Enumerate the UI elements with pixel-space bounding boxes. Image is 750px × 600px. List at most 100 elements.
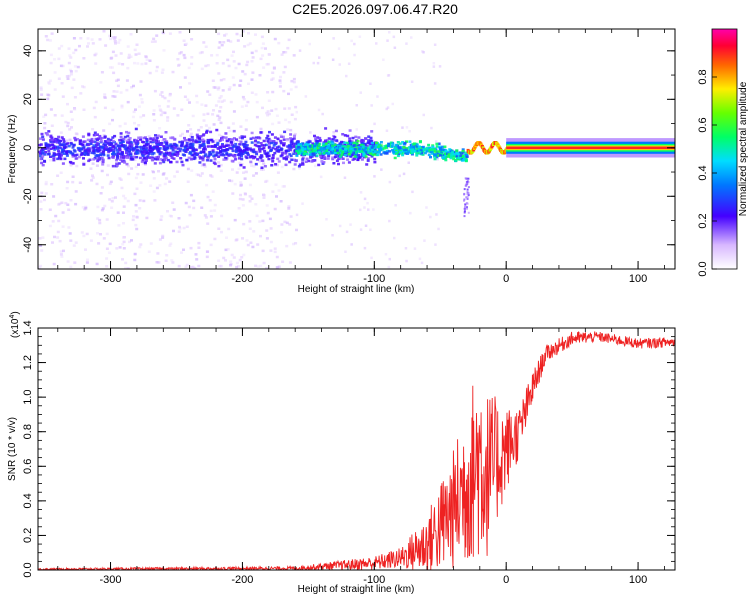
noise-cell: [222, 41, 226, 44]
band-cell: [270, 133, 274, 136]
band-cell: [224, 144, 228, 147]
noise-cell: [295, 110, 298, 114]
noise-cell: [244, 170, 248, 173]
band-cell: [304, 142, 308, 146]
noise-cell: [44, 113, 48, 117]
noise-cell: [250, 164, 254, 167]
band-cell: [122, 144, 126, 147]
noise-cell: [195, 258, 199, 261]
band-cell: [465, 155, 469, 158]
noise-cell: [192, 206, 196, 210]
noise-cell: [50, 124, 54, 127]
band-cell: [305, 152, 309, 156]
noise-cell: [60, 44, 64, 48]
band-cell: [296, 141, 300, 144]
noise-cell: [145, 58, 149, 61]
noise-cell: [187, 205, 191, 209]
band-cell: [157, 143, 161, 146]
noise-cell: [206, 90, 210, 93]
noise-cell: [134, 203, 138, 207]
band-cell: [343, 143, 347, 146]
band-cell: [336, 151, 340, 155]
band-cell: [204, 153, 208, 156]
noise-cell: [213, 237, 217, 241]
noise-cell: [226, 248, 230, 251]
noise-cell: [332, 37, 335, 40]
noise-cell: [290, 113, 294, 116]
band-cell: [168, 153, 171, 156]
band-cell: [317, 163, 321, 167]
noise-cell: [270, 109, 274, 112]
y-tick-label: 40: [22, 45, 34, 57]
noise-cell: [219, 106, 223, 109]
band-cell: [188, 150, 192, 154]
noise-cell: [70, 126, 73, 129]
noise-cell: [404, 247, 408, 250]
band-cell: [157, 150, 161, 154]
band-cell: [346, 134, 350, 138]
tail-cell: [463, 211, 466, 214]
noise-cell: [384, 253, 388, 256]
band-cell: [71, 146, 75, 149]
band-cell: [284, 149, 288, 153]
noise-cell: [127, 56, 131, 59]
band-cell: [373, 157, 377, 161]
band-cell: [135, 151, 139, 154]
band-cell: [52, 139, 56, 142]
band-cell: [87, 159, 91, 163]
band-cell: [171, 152, 175, 155]
band-cell: [51, 155, 55, 159]
svg-text:(x104): (x104): [9, 311, 21, 338]
band-cell: [129, 141, 133, 144]
noise-cell: [166, 210, 169, 213]
band-cell: [118, 145, 122, 148]
noise-cell: [145, 216, 149, 220]
noise-cell: [219, 163, 223, 167]
noise-cell: [233, 218, 237, 222]
noise-cell: [204, 216, 208, 219]
band-cell: [334, 129, 338, 133]
band-cell: [409, 146, 413, 149]
noise-cell: [270, 78, 274, 81]
noise-cell: [178, 31, 182, 34]
noise-cell: [49, 159, 52, 162]
band-cell: [120, 144, 124, 147]
noise-cell: [220, 214, 224, 218]
band-cell: [240, 136, 244, 140]
noise-cell: [96, 232, 99, 235]
band-cell: [109, 143, 113, 146]
band-cell: [130, 145, 134, 149]
band-cell: [196, 136, 200, 139]
band-cell: [70, 143, 74, 146]
noise-cell: [211, 113, 215, 116]
noise-cell: [265, 237, 269, 240]
band-cell: [311, 153, 315, 157]
noise-cell: [48, 79, 52, 82]
band-cell: [118, 138, 122, 142]
band-cell: [266, 134, 270, 138]
band-cell: [404, 148, 408, 152]
band-cell: [237, 149, 241, 152]
noise-cell: [51, 241, 54, 244]
noise-cell: [235, 32, 239, 36]
band-cell: [159, 135, 163, 138]
noise-cell: [59, 250, 63, 253]
noise-cell: [252, 230, 256, 233]
noise-cell: [261, 42, 265, 45]
y-tick-label: 1.4: [22, 320, 34, 335]
y-tick-label: 0.6: [22, 459, 34, 474]
band-cell: [370, 155, 374, 158]
band-cell: [464, 159, 468, 163]
band-cell: [116, 157, 119, 160]
band-cell: [336, 144, 340, 147]
noise-cell: [363, 206, 366, 209]
noise-cell: [72, 78, 76, 81]
noise-cell: [172, 229, 175, 233]
band-cell: [435, 151, 439, 154]
noise-cell: [217, 264, 221, 268]
noise-cell: [111, 108, 115, 112]
band-cell: [216, 147, 220, 150]
noise-cell: [100, 186, 104, 189]
band-cell: [322, 142, 326, 146]
noise-cell: [251, 71, 255, 74]
